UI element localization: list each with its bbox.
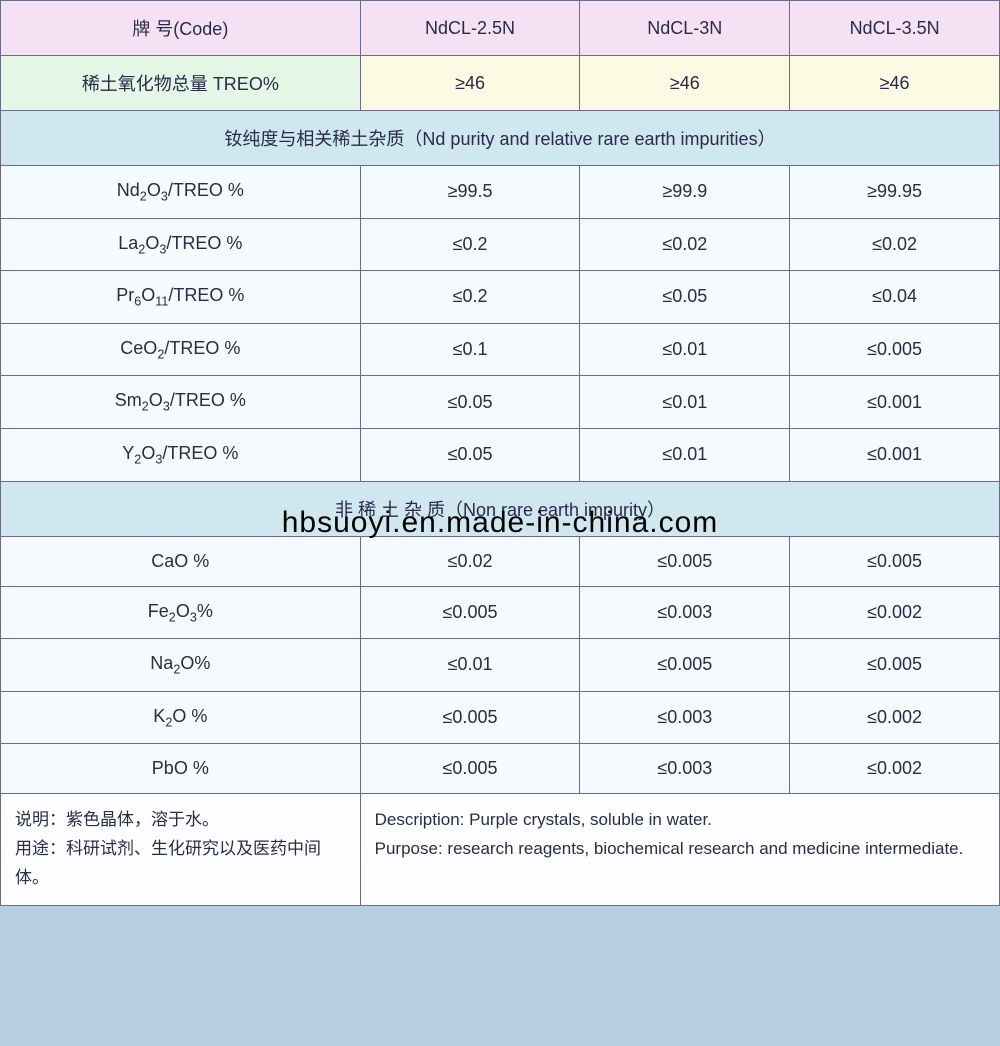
header-col-0: NdCL-2.5N	[360, 1, 580, 56]
spec-table: 牌 号(Code)NdCL-2.5NNdCL-3NNdCL-3.5N 稀土氧化物总…	[0, 0, 1000, 906]
rows2-0-val-0: ≤0.02	[360, 536, 580, 586]
rows1-2-val-2: ≤0.04	[790, 271, 1000, 324]
rows1-0-label: Nd2O3/TREO %	[1, 166, 361, 219]
rows1-1-val-2: ≤0.02	[790, 218, 1000, 271]
header-col-1: NdCL-3N	[580, 1, 790, 56]
rows1-4-label: Sm2O3/TREO %	[1, 376, 361, 429]
rows2-3-val-1: ≤0.003	[580, 691, 790, 744]
treo-val-0: ≥46	[360, 56, 580, 111]
rows1-1-val-1: ≤0.02	[580, 218, 790, 271]
rows2-1-val-0: ≤0.005	[360, 586, 580, 639]
rows2-2-val-2: ≤0.005	[790, 639, 1000, 692]
rows2-3-val-0: ≤0.005	[360, 691, 580, 744]
rows1-5-val-2: ≤0.001	[790, 428, 1000, 481]
rows1-4-val-0: ≤0.05	[360, 376, 580, 429]
header-label: 牌 号(Code)	[1, 1, 361, 56]
section2-header: 非 稀 土 杂 质（Non rare earth impurity）	[1, 481, 1000, 536]
rows2-2-label: Na2O%	[1, 639, 361, 692]
rows1-3-val-2: ≤0.005	[790, 323, 1000, 376]
treo-val-2: ≥46	[790, 56, 1000, 111]
header-col-2: NdCL-3.5N	[790, 1, 1000, 56]
rows1-0-val-1: ≥99.9	[580, 166, 790, 219]
rows2-0-label: CaO %	[1, 536, 361, 586]
rows2-1-val-2: ≤0.002	[790, 586, 1000, 639]
rows2-4-val-2: ≤0.002	[790, 744, 1000, 794]
rows2-0-val-1: ≤0.005	[580, 536, 790, 586]
rows1-0-val-0: ≥99.5	[360, 166, 580, 219]
rows1-2-val-0: ≤0.2	[360, 271, 580, 324]
rows2-3-label: K2O %	[1, 691, 361, 744]
rows1-2-label: Pr6O11/TREO %	[1, 271, 361, 324]
rows1-3-label: CeO2/TREO %	[1, 323, 361, 376]
rows2-3-val-2: ≤0.002	[790, 691, 1000, 744]
rows2-0-val-2: ≤0.005	[790, 536, 1000, 586]
rows1-5-label: Y2O3/TREO %	[1, 428, 361, 481]
rows1-5-val-1: ≤0.01	[580, 428, 790, 481]
rows1-3-val-1: ≤0.01	[580, 323, 790, 376]
rows2-2-val-1: ≤0.005	[580, 639, 790, 692]
treo-label: 稀土氧化物总量 TREO%	[1, 56, 361, 111]
rows1-0-val-2: ≥99.95	[790, 166, 1000, 219]
rows2-1-label: Fe2O3%	[1, 586, 361, 639]
rows2-4-label: PbO %	[1, 744, 361, 794]
rows2-4-val-1: ≤0.003	[580, 744, 790, 794]
treo-val-1: ≥46	[580, 56, 790, 111]
rows1-4-val-2: ≤0.001	[790, 376, 1000, 429]
section1-header: 钕纯度与相关稀土杂质（Nd purity and relative rare e…	[1, 111, 1000, 166]
desc-right: Description: Purple crystals, soluble in…	[360, 794, 999, 906]
rows2-2-val-0: ≤0.01	[360, 639, 580, 692]
rows2-4-val-0: ≤0.005	[360, 744, 580, 794]
rows1-1-label: La2O3/TREO %	[1, 218, 361, 271]
rows2-1-val-1: ≤0.003	[580, 586, 790, 639]
desc-left: 说明：紫色晶体，溶于水。用途：科研试剂、生化研究以及医药中间体。	[1, 794, 361, 906]
rows1-2-val-1: ≤0.05	[580, 271, 790, 324]
rows1-3-val-0: ≤0.1	[360, 323, 580, 376]
rows1-4-val-1: ≤0.01	[580, 376, 790, 429]
rows1-5-val-0: ≤0.05	[360, 428, 580, 481]
rows1-1-val-0: ≤0.2	[360, 218, 580, 271]
